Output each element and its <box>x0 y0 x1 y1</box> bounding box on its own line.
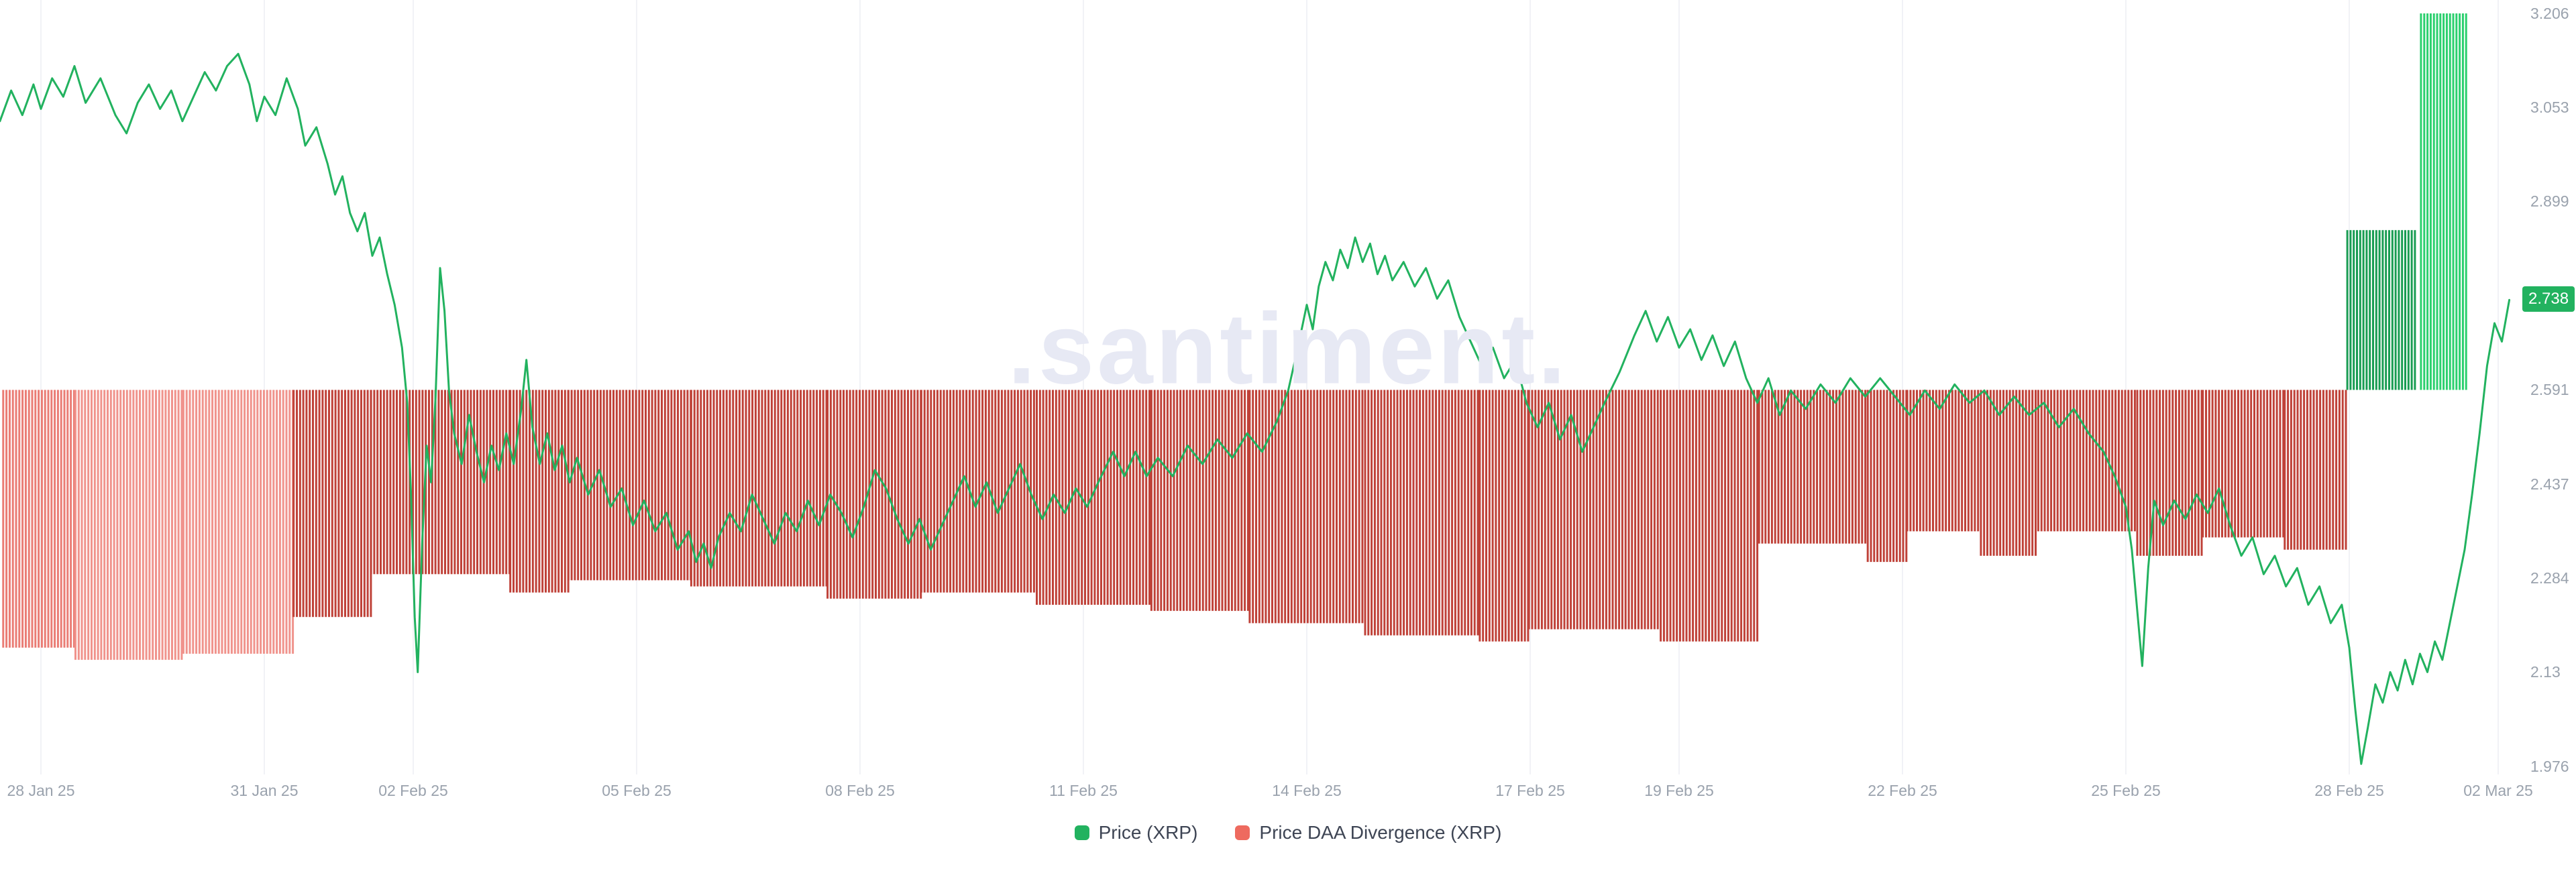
x-axis-tick: 22 Feb 25 <box>1868 782 1937 799</box>
legend-item-price[interactable]: Price (XRP) <box>1074 822 1198 843</box>
x-axis-tick: 11 Feb 25 <box>1049 782 1118 799</box>
y-axis-tick: 2.591 <box>2530 381 2569 399</box>
price-series-swatch-icon <box>1074 825 1089 840</box>
daa-divergence-swatch-icon <box>1235 825 1250 840</box>
current-price-badge: 2.738 <box>2522 286 2575 312</box>
x-axis-tick: 28 Feb 25 <box>2314 782 2384 799</box>
x-axis-tick: 19 Feb 25 <box>1644 782 1714 799</box>
x-axis-tick: 31 Jan 25 <box>230 782 299 799</box>
x-axis-tick: 02 Mar 25 <box>2463 782 2533 799</box>
y-axis-tick: 2.437 <box>2530 475 2569 493</box>
y-axis-tick: 2.899 <box>2530 192 2569 211</box>
y-axis-tick: 2.13 <box>2530 663 2561 681</box>
legend-item-daa-divergence[interactable]: Price DAA Divergence (XRP) <box>1235 822 1501 843</box>
x-axis-tick: 08 Feb 25 <box>825 782 895 799</box>
legend-label-daa-divergence: Price DAA Divergence (XRP) <box>1259 822 1502 843</box>
x-axis-tick: 02 Feb 25 <box>378 782 448 799</box>
x-axis-tick: 14 Feb 25 <box>1272 782 1342 799</box>
y-axis-tick: 3.206 <box>2530 5 2569 22</box>
legend-label-price: Price (XRP) <box>1098 822 1198 843</box>
x-axis-tick: 05 Feb 25 <box>602 782 672 799</box>
x-axis-tick: 28 Jan 25 <box>7 782 75 799</box>
chart-legend: Price (XRP) Price DAA Divergence (XRP) <box>0 822 2576 843</box>
y-axis-tick: 3.053 <box>2530 98 2569 116</box>
y-axis-tick: 1.976 <box>2530 757 2569 775</box>
x-axis-tick: 17 Feb 25 <box>1495 782 1565 799</box>
x-axis-tick: 25 Feb 25 <box>2091 782 2161 799</box>
y-axis-tick: 2.284 <box>2530 569 2569 587</box>
